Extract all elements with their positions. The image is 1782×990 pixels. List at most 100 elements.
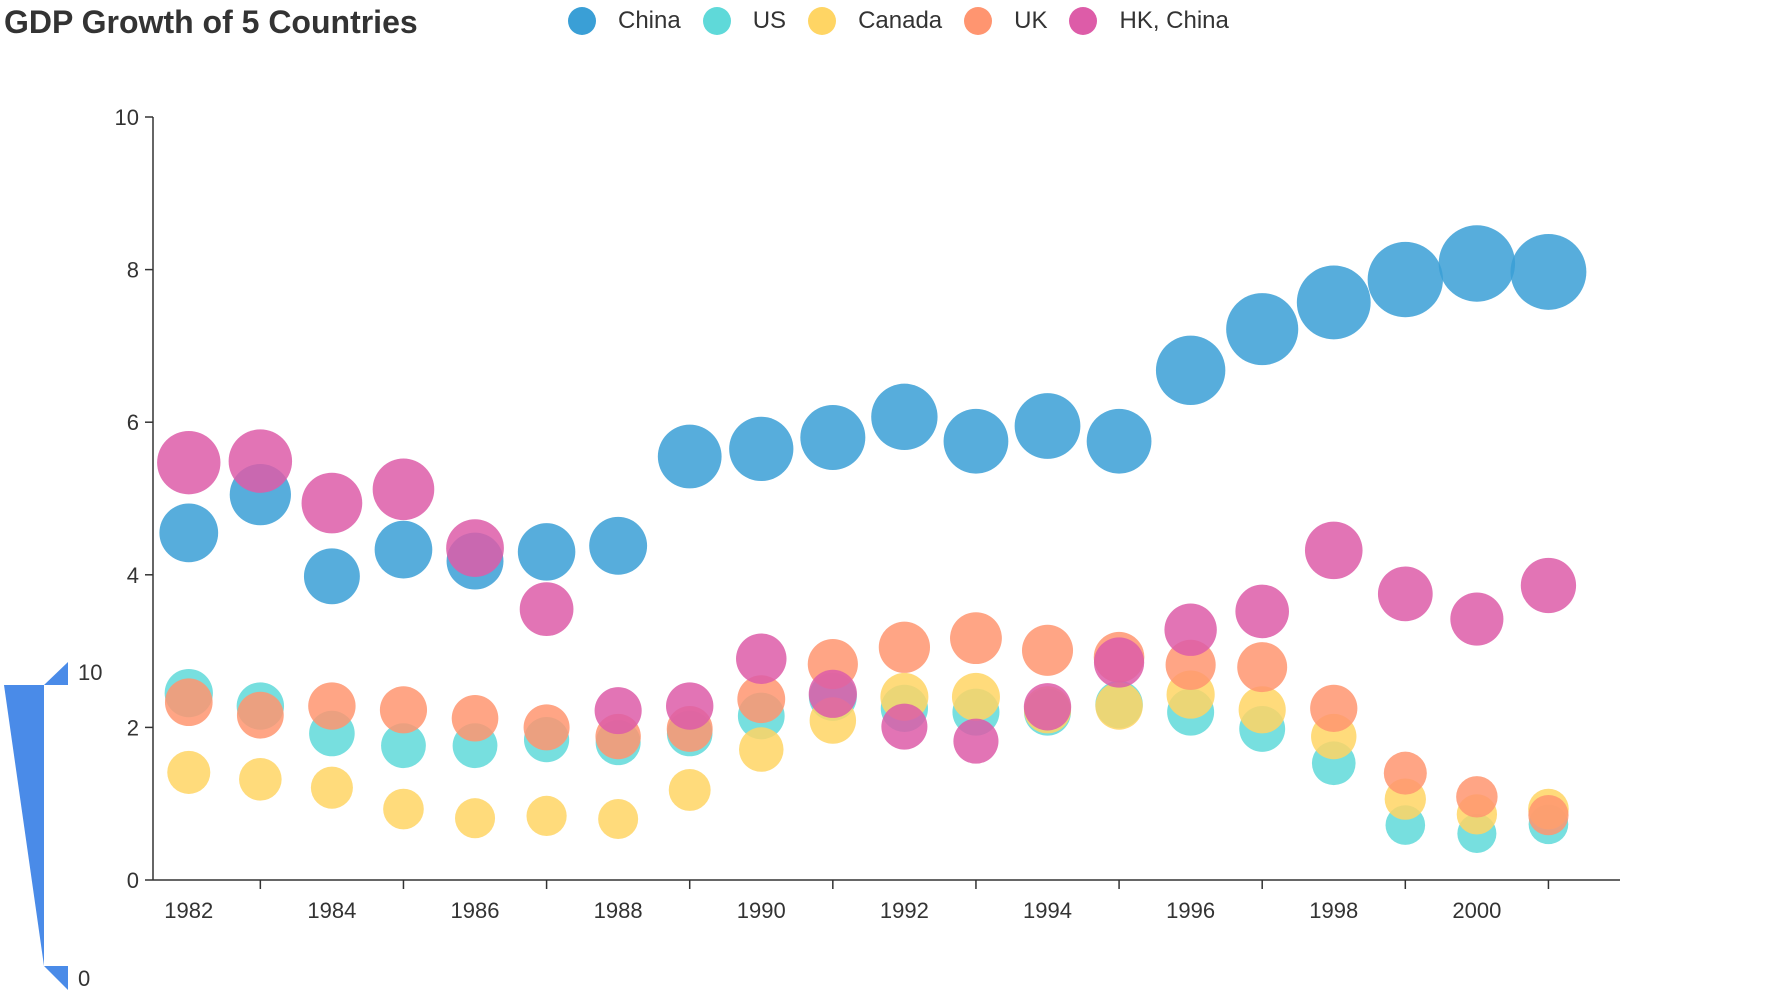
bubble-china-2001[interactable] [1510, 233, 1587, 310]
legend-label-canada: Canada [858, 7, 943, 34]
bubble-china-1999[interactable] [1367, 241, 1443, 318]
bubble-canada-1983[interactable] [239, 757, 282, 801]
bubble-canada-1997[interactable] [1238, 686, 1286, 734]
y-tick-label: 0 [127, 868, 139, 893]
bubble-canada-1993[interactable] [951, 672, 1000, 721]
legend-item-canada[interactable]: Canada [808, 7, 942, 35]
visual-map-bar[interactable] [4, 685, 44, 966]
bubble-us-1985[interactable] [381, 723, 426, 769]
legend-item-uk[interactable]: UK [964, 7, 1047, 35]
bubble-uk-1994[interactable] [1021, 624, 1074, 676]
legend-label-uk: UK [1014, 7, 1048, 34]
bubble-hk-china-1987[interactable] [519, 582, 574, 637]
y-tick-label: 6 [127, 410, 139, 435]
bubble-hk-china-1994[interactable] [1023, 683, 1072, 731]
bubble-china-1997[interactable] [1226, 293, 1299, 366]
bubble-hk-china-1997[interactable] [1235, 584, 1289, 639]
x-tick-label: 1994 [1023, 898, 1072, 923]
bubble-china-1992[interactable] [871, 383, 938, 451]
bubble-uk-1993[interactable] [950, 612, 1002, 665]
bubble-china-1994[interactable] [1014, 393, 1081, 459]
legend-label-hk-china: HK, China [1119, 7, 1229, 34]
bubble-canada-1995[interactable] [1095, 682, 1143, 730]
bubble-hk-china-1988[interactable] [594, 687, 642, 735]
bubble-canada-1984[interactable] [310, 766, 353, 809]
bubbles-layer [157, 225, 1587, 853]
bubble-china-2000[interactable] [1438, 225, 1516, 302]
bubble-canada-1989[interactable] [668, 769, 711, 811]
bubble-hk-china-1982[interactable] [157, 430, 221, 495]
y-tick-label: 8 [127, 258, 139, 283]
bubble-uk-1999[interactable] [1383, 751, 1427, 795]
bubble-hk-china-1984[interactable] [301, 472, 363, 534]
bubble-hk-china-1983[interactable] [228, 429, 293, 493]
chart-title: GDP Growth of 5 Countries [4, 4, 418, 40]
legend: China US Canada UK HK, China [568, 4, 1251, 38]
bubble-china-1996[interactable] [1155, 335, 1226, 406]
bubble-china-1985[interactable] [374, 520, 433, 579]
y-tick-label: 2 [127, 715, 139, 740]
bubble-canada-1986[interactable] [454, 798, 496, 839]
visual-map-handle-bottom[interactable] [44, 966, 68, 990]
legend-label-china: China [618, 7, 681, 34]
series-canada [167, 670, 1569, 839]
bubble-uk-1992[interactable] [878, 621, 931, 673]
x-tick-label: 1988 [594, 898, 643, 923]
bubble-hk-china-1985[interactable] [372, 458, 435, 521]
series-uk [164, 612, 1569, 836]
bubble-uk-2001[interactable] [1528, 795, 1569, 836]
series-hk-china [157, 429, 1577, 764]
bubble-uk-1986[interactable] [451, 694, 499, 742]
bubble-hk-china-1998[interactable] [1304, 521, 1363, 580]
bubble-uk-1982[interactable] [164, 678, 213, 727]
x-tick-label: 1996 [1166, 898, 1215, 923]
visual-map[interactable]: 10 0 [4, 660, 102, 990]
bubble-china-1993[interactable] [943, 408, 1009, 474]
bubble-hk-china-1990[interactable] [736, 633, 787, 684]
bubble-canada-1990[interactable] [738, 727, 784, 772]
bubble-uk-2000[interactable] [1456, 776, 1498, 818]
bubble-uk-1987[interactable] [523, 704, 570, 751]
bubble-canada-1985[interactable] [383, 788, 424, 830]
bubble-uk-1985[interactable] [379, 686, 428, 734]
legend-item-us[interactable]: US [702, 7, 786, 35]
y-tick-label: 10 [115, 105, 139, 130]
bubble-china-1988[interactable] [589, 516, 648, 575]
bubble-canada-1988[interactable] [598, 798, 639, 839]
bubble-uk-1983[interactable] [236, 691, 284, 739]
bubble-china-1991[interactable] [800, 404, 866, 470]
visual-map-handle-top[interactable] [44, 662, 68, 685]
bubble-canada-1982[interactable] [167, 750, 211, 794]
bubble-hk-china-1996[interactable] [1164, 603, 1217, 656]
bubble-hk-china-2001[interactable] [1520, 557, 1577, 614]
bubble-hk-china-1986[interactable] [446, 519, 504, 577]
bubble-uk-1984[interactable] [308, 682, 356, 730]
bubble-canada-1987[interactable] [526, 795, 567, 837]
bubble-uk-1997[interactable] [1237, 642, 1288, 693]
bubble-china-1995[interactable] [1086, 408, 1152, 474]
bubble-china-1990[interactable] [729, 416, 794, 482]
legend-item-china[interactable]: China [568, 7, 681, 35]
bubble-hk-china-1999[interactable] [1377, 566, 1433, 622]
bubble-hk-china-1991[interactable] [808, 669, 857, 718]
bubble-china-1984[interactable] [303, 548, 360, 605]
bubble-china-1987[interactable] [517, 523, 576, 581]
bubble-china-1989[interactable] [657, 424, 722, 489]
legend-item-hk-china[interactable]: HK, China [1069, 7, 1229, 35]
bubble-china-1982[interactable] [159, 503, 219, 563]
bubble-hk-china-1989[interactable] [666, 682, 714, 730]
legend-swatch-china [568, 7, 596, 35]
bubble-hk-china-1995[interactable] [1093, 637, 1145, 688]
bubble-hk-china-1993[interactable] [953, 718, 999, 764]
bubble-china-1998[interactable] [1296, 265, 1371, 340]
legend-swatch-canada [808, 7, 837, 35]
x-tick-label: 1992 [880, 898, 929, 923]
bubble-hk-china-2000[interactable] [1450, 592, 1504, 646]
y-tick-label: 4 [127, 563, 139, 588]
x-tick-label: 1984 [307, 898, 356, 923]
bubble-hk-china-1992[interactable] [881, 703, 928, 750]
bubble-uk-1990[interactable] [737, 675, 786, 724]
bubble-uk-1998[interactable] [1310, 684, 1358, 732]
legend-swatch-us [702, 7, 731, 35]
